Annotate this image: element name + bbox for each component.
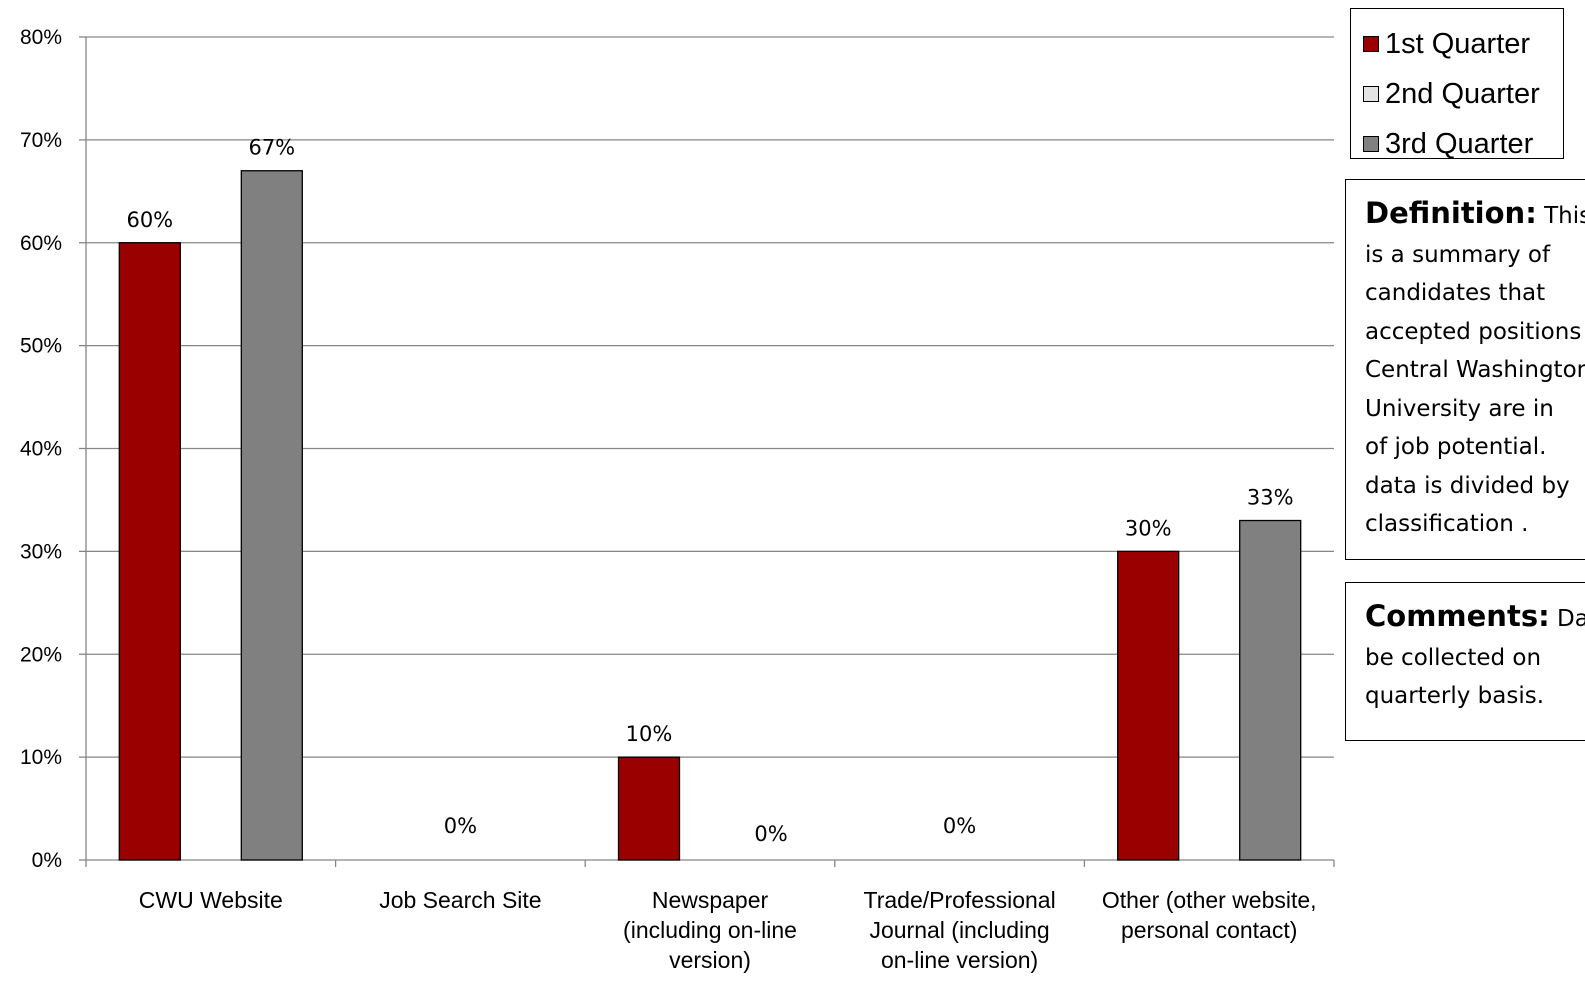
data-label: 60% [126,208,173,232]
legend-label-3rd-quarter: 3rd Quarter [1385,127,1534,160]
y-tick-labels: 0% 10% 20% 30% 40% 50% 60% 70% 80% [20,26,62,872]
definition-line-1: Definition: This [1365,194,1585,236]
bar [118,242,181,861]
category-label: Journal (including [869,917,1049,943]
legend-label-2nd-quarter: 2nd Quarter [1385,77,1540,110]
y-tick-label: 30% [20,540,62,563]
comments-box: Comments: Data be collected on quarterly… [1345,582,1585,741]
y-tick-label: 80% [20,26,62,49]
category-label: Trade/Professional [864,887,1056,913]
bar-chart: 0%10%20%30%40%50%60%70%80% 60%67%0%10%0%… [20,26,1335,973]
bar [240,170,303,861]
definition-label: Definition: [1365,196,1537,230]
data-label: 33% [1247,486,1294,510]
legend-item-3rd-quarter: 3rd Quarter [1363,126,1533,162]
data-label: 0% [754,822,787,846]
data-label: 10% [626,722,673,746]
definition-line-9: classification . [1365,511,1529,537]
definition-line-8: data is divided by [1365,472,1570,499]
comments-label: Comments: [1365,599,1550,633]
category-label: (including on-line [623,917,797,943]
data-label: 0% [444,814,477,838]
legend-item-1st-quarter: 1st Quarter [1363,26,1530,62]
legend-swatch-1st-quarter [1363,36,1379,52]
bar [1117,550,1180,861]
category-label: Newspaper [652,887,769,913]
category-label: Job Search Site [379,887,541,913]
legend-label-1st-quarter: 1st Quarter [1385,27,1531,60]
category-label: version) [669,947,751,973]
y-tick-label: 60% [20,232,62,255]
y-tick-label: 10% [20,746,62,769]
data-label: 67% [248,136,295,160]
legend-swatch-3rd-quarter [1363,136,1379,152]
bars [118,170,1302,861]
category-label: Other (other website, [1102,887,1317,913]
comments-line-2: be collected on [1365,644,1542,671]
y-tick-label: 40% [20,438,62,461]
bar [1239,519,1302,861]
definition-line-4: accepted positions [1365,318,1582,345]
y-tick-label: 20% [20,643,62,666]
category-label: personal contact) [1121,917,1297,943]
category-label: CWU Website [139,887,283,913]
definition-line-5: Central Washington [1365,357,1585,383]
legend-swatch-2nd-quarter [1363,86,1379,102]
definition-line-7: of job potential. [1365,434,1547,460]
y-tick-label: 50% [20,335,62,358]
definition-line-6: University are in [1365,395,1554,422]
data-label: 0% [943,814,976,838]
definition-text-1: This [1544,203,1585,229]
category-labels: CWU Website Job Search Site Newspaper (incl… [139,887,1317,973]
legend: 1st Quarter 2nd Quarter 3rd Quarter [1350,8,1564,162]
comments-line-3: quarterly basis. [1365,683,1545,709]
bar [617,756,681,861]
data-labels: 60% 67% 0% 10% 0% 0% 30% 33% [126,136,1293,846]
legend-item-2nd-quarter: 2nd Quarter [1363,76,1540,112]
comments-line-1: Comments: Data [1365,597,1585,639]
y-tick-label: 70% [20,129,62,152]
data-label: 30% [1125,516,1172,540]
category-label: on-line version) [881,947,1038,973]
definition-line-2: is a summary of [1365,241,1551,268]
definition-box: Definition: This is a summary of candida… [1345,179,1585,560]
y-tick-label: 0% [32,849,62,872]
definition-line-3: candidates that [1365,280,1546,306]
comments-text-1: Data [1557,606,1585,632]
